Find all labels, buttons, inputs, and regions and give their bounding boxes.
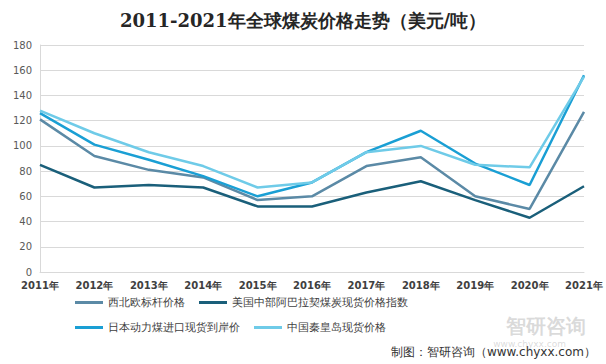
svg-text:中国秦皇岛现货价格: 中国秦皇岛现货价格 [287, 321, 386, 334]
svg-text:制图：智研咨询（www.chyxx.com）: 制图：智研咨询（www.chyxx.com） [390, 345, 596, 359]
svg-text:2012年: 2012年 [75, 280, 113, 291]
svg-text:2020年: 2020年 [511, 280, 549, 291]
svg-text:2011年: 2011年 [21, 280, 59, 291]
svg-text:西北欧标杆价格: 西北欧标杆价格 [108, 296, 185, 309]
svg-text:2021年: 2021年 [565, 280, 603, 291]
svg-text:2011-2021年全球煤炭价格走势（美元/吨）: 2011-2021年全球煤炭价格走势（美元/吨） [120, 10, 486, 31]
svg-text:2016年: 2016年 [293, 280, 331, 291]
svg-text:2018年: 2018年 [402, 280, 440, 291]
svg-text:60: 60 [19, 191, 32, 202]
svg-text:2017年: 2017年 [347, 280, 385, 291]
svg-text:www.chyxx.com: www.chyxx.com [493, 339, 566, 349]
svg-text:2014年: 2014年 [184, 280, 222, 291]
svg-text:0: 0 [26, 267, 32, 278]
svg-text:160: 160 [13, 65, 32, 76]
svg-text:100: 100 [13, 140, 32, 151]
svg-text:140: 140 [13, 90, 32, 101]
svg-text:2015年: 2015年 [239, 280, 277, 291]
svg-text:20: 20 [19, 241, 32, 252]
svg-text:180: 180 [13, 40, 32, 51]
svg-text:美国中部阿巴拉契煤炭现货价格指数: 美国中部阿巴拉契煤炭现货价格指数 [232, 296, 408, 309]
svg-text:日本动力煤进口现货到岸价: 日本动力煤进口现货到岸价 [108, 321, 240, 334]
svg-text:120: 120 [13, 115, 32, 126]
svg-text:智研咨询: 智研咨询 [505, 314, 586, 338]
svg-text:80: 80 [19, 166, 32, 177]
svg-text:40: 40 [19, 216, 32, 227]
svg-text:2013年: 2013年 [130, 280, 168, 291]
svg-text:2019年: 2019年 [456, 280, 494, 291]
